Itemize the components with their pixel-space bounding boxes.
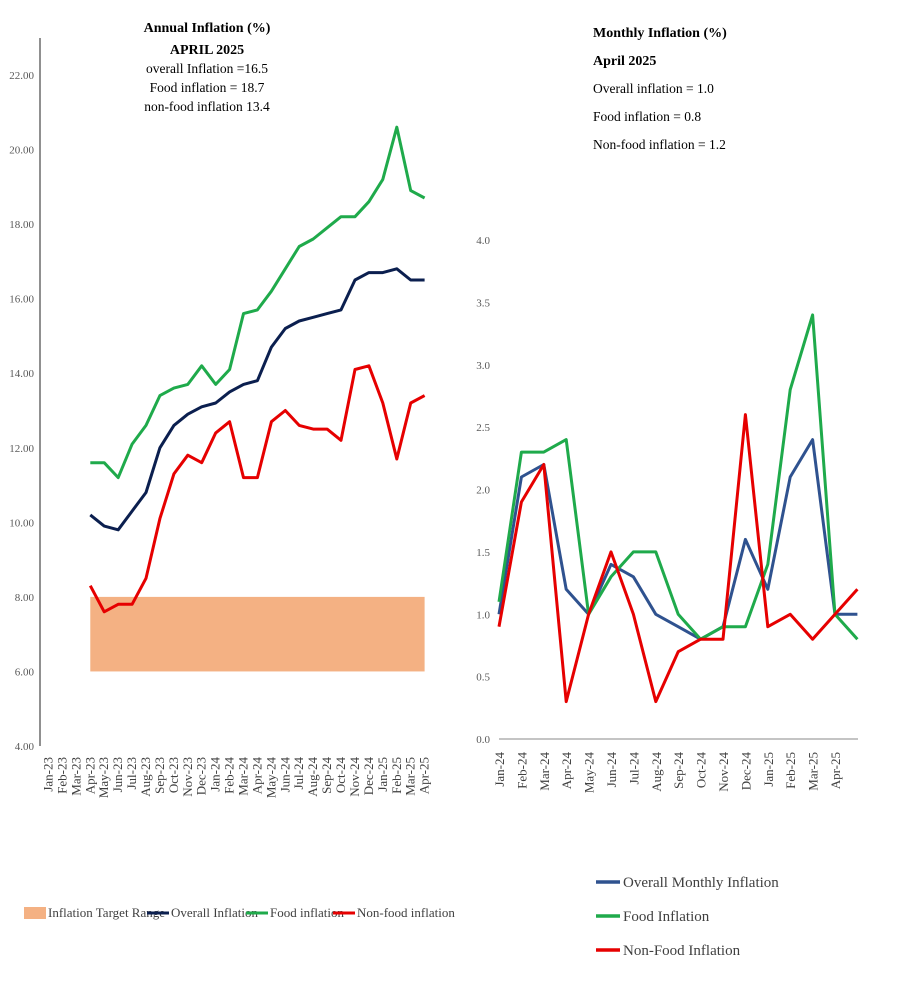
monthly-x-tick-label: Sep-24 [671,752,686,789]
annual-x-tick-label: Apr-24 [249,757,264,795]
monthly-x-tick-label: Aug-24 [649,752,664,792]
monthly-x-tick-label: Dec-24 [738,752,753,791]
annual-x-tick-label: Dec-23 [194,757,209,795]
monthly-y-tick-label: 0.5 [476,672,490,684]
annual-x-tick-label: May-23 [96,757,111,798]
annual-x-tick-label: Dec-24 [361,757,376,796]
annual-inflation-chart: Annual Inflation (%) APRIL 2025 overall I… [9,21,455,920]
monthly-x-tick-label: Jul-24 [626,752,641,785]
monthly-y-tick-label: 3.0 [476,360,490,372]
annual-x-tick-label: Oct-23 [166,757,181,793]
annual-subtitle-line: non-food inflation 13.4 [144,99,270,114]
monthly-y-tick-label: 4.0 [476,235,490,247]
legend-overall-inflation-label: Overall Inflation [171,905,258,920]
annual-x-tick-label: Jan-23 [41,757,56,792]
annual-series-non-food-inflation [88,364,426,614]
monthly-inflation-chart: Monthly Inflation (%) April 2025 Overall … [476,26,859,959]
monthly-chart-title: Monthly Inflation (%) [593,26,727,41]
monthly-x-tick-label: Nov-24 [716,752,731,792]
monthly-y-tick-label: 2.0 [476,485,490,497]
annual-x-tick-label: Apr-23 [82,757,97,794]
annual-chart-title: Annual Inflation (%) [144,21,271,36]
annual-x-tick-label: Apr-25 [417,757,432,794]
annual-x-tick-label: Aug-23 [138,757,153,797]
legend-food-inflation-label: Food inflation [270,905,345,920]
annual-x-tick-label: Jun-24 [277,757,292,793]
annual-subtitle-line: overall Inflation =16.5 [146,61,268,76]
inflation-target-band [90,596,425,672]
legend-food-inflation-label: Food Inflation [623,909,710,925]
monthly-x-tick-label: Feb-24 [514,752,529,789]
annual-x-tick-label: May-24 [263,757,278,799]
annual-y-tick-label: 12.00 [9,443,34,455]
monthly-x-tick-label: Jun-24 [604,752,619,788]
annual-y-tick-label: 8.00 [15,592,35,604]
annual-x-tick-label: Jul-24 [291,757,306,790]
annual-x-tick-label: Jul-23 [124,757,139,790]
monthly-y-tick-label: 2.5 [476,422,490,434]
annual-y-tick-label: 20.00 [9,145,34,157]
monthly-y-tick-label: 1.5 [476,547,490,559]
annual-subtitle-line: APRIL 2025 [170,43,244,58]
monthly-x-tick-label: Jan-24 [492,752,507,787]
monthly-subtitle-line: April 2025 [593,54,656,69]
annual-x-tick-label: Nov-23 [180,757,195,797]
annual-series-overall-inflation [89,267,425,532]
annual-y-tick-label: 4.00 [15,741,35,753]
monthly-x-tick-label: Feb-25 [783,752,798,789]
monthly-x-tick-label: Apr-24 [559,752,574,790]
annual-subtitle-line: Food inflation = 18.7 [150,80,265,95]
annual-x-tick-label: Mar-24 [236,757,251,796]
monthly-series-food-inflation [497,313,859,641]
legend-target-range-label: Inflation Target Range [48,905,165,920]
annual-x-tick-label: Oct-24 [333,757,348,794]
annual-y-tick-label: 22.00 [9,70,34,82]
monthly-y-tick-label: 3.5 [476,297,490,309]
monthly-subtitle-line: Overall inflation = 1.0 [593,81,714,96]
annual-y-tick-label: 14.00 [9,368,34,380]
annual-x-tick-label: Aug-24 [305,757,320,797]
annual-x-tick-label: Sep-24 [319,757,334,794]
annual-legend: Inflation Target Range Overall Inflation F… [24,905,455,920]
monthly-x-tick-label: Oct-24 [694,752,709,789]
monthly-series-overall-monthly-inflation [497,438,858,641]
legend-overall-monthly-inflation-label: Overall Monthly Inflation [623,875,779,891]
monthly-x-tick-label: Mar-25 [806,752,821,791]
annual-x-tick-label: Jan-24 [208,757,223,792]
monthly-subtitle-line: Food inflation = 0.8 [593,109,701,124]
annual-x-tick-label: Feb-23 [54,757,69,794]
monthly-x-tick-label: May-24 [582,752,597,794]
monthly-series-non-food-inflation [497,413,859,704]
monthly-subtitle-line: Non-food inflation = 1.2 [593,137,726,152]
monthly-legend: Overall Monthly Inflation Food Inflation N… [596,875,779,959]
monthly-x-tick-label: Apr-25 [828,752,843,789]
legend-non-food-inflation-label: Non-Food Inflation [623,943,741,959]
annual-y-tick-label: 10.00 [9,517,34,529]
monthly-y-tick-label: 1.0 [476,609,490,621]
annual-x-tick-label: Sep-23 [152,757,167,794]
annual-series-food-inflation [90,125,426,480]
annual-x-tick-label: Jan-25 [375,757,390,792]
annual-x-tick-label: Mar-23 [68,757,83,796]
legend-target-range-swatch [24,907,46,919]
annual-x-tick-label: Feb-25 [389,757,404,794]
annual-x-tick-label: Jun-23 [110,757,125,792]
annual-y-tick-label: 16.00 [9,294,34,306]
annual-x-tick-label: Mar-25 [403,757,418,796]
monthly-x-tick-label: Jan-25 [761,752,776,787]
monthly-y-tick-label: 0.0 [476,734,490,746]
annual-x-tick-label: Feb-24 [222,757,237,794]
annual-y-tick-label: 6.00 [15,666,35,678]
annual-x-tick-label: Nov-24 [347,757,362,797]
monthly-x-tick-label: Mar-24 [537,752,552,791]
annual-y-tick-label: 18.00 [9,219,34,231]
legend-non-food-inflation-label: Non-food inflation [357,905,455,920]
